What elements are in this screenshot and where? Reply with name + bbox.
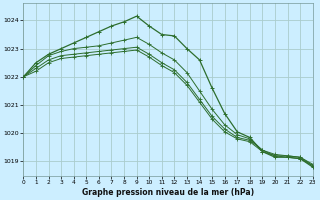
X-axis label: Graphe pression niveau de la mer (hPa): Graphe pression niveau de la mer (hPa) [82, 188, 254, 197]
